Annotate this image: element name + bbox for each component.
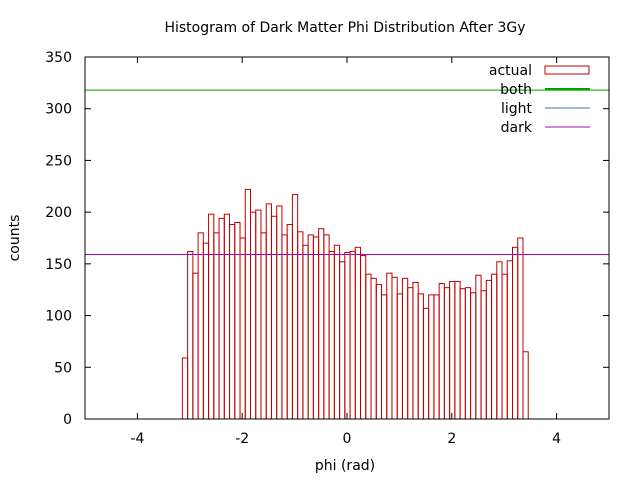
legend-label: light bbox=[501, 101, 533, 117]
histogram-bar bbox=[234, 221, 241, 420]
histogram-bar bbox=[349, 250, 356, 420]
histogram-bar bbox=[286, 224, 293, 420]
y-tick-label: 350 bbox=[45, 50, 72, 66]
histogram-bar bbox=[354, 246, 362, 420]
histogram-bar bbox=[470, 292, 477, 420]
y-axis-label: counts bbox=[7, 215, 23, 262]
histogram-bar bbox=[522, 351, 529, 420]
legend: actual both light dark bbox=[489, 63, 590, 136]
histogram-bars bbox=[181, 188, 529, 420]
histogram-bar bbox=[218, 217, 225, 420]
histogram-bar bbox=[412, 281, 419, 420]
histogram-bar bbox=[396, 293, 403, 420]
histogram-bar bbox=[202, 242, 210, 420]
histogram-bar bbox=[449, 280, 456, 420]
histogram-bar bbox=[433, 294, 440, 420]
histogram-bar bbox=[276, 205, 283, 420]
axis-ticks: -4 -2 0 2 4 0 50 100 150 200 250 300 350 bbox=[45, 50, 609, 447]
chart-title: Histogram of Dark Matter Phi Distributio… bbox=[164, 20, 525, 36]
legend-swatch bbox=[544, 65, 590, 75]
histogram-bar bbox=[307, 234, 314, 420]
x-tick-label: 4 bbox=[552, 431, 561, 447]
histogram-bar bbox=[250, 211, 257, 420]
histogram-bar bbox=[401, 277, 409, 420]
histogram-bar bbox=[512, 246, 519, 420]
histogram-bar bbox=[496, 261, 503, 420]
histogram-bar bbox=[187, 250, 194, 420]
histogram-bar bbox=[265, 203, 272, 420]
histogram-bar bbox=[386, 272, 393, 420]
legend-label: both bbox=[500, 82, 532, 98]
histogram-bar bbox=[381, 294, 388, 420]
x-tick-label: 2 bbox=[447, 431, 456, 447]
x-tick-label: -4 bbox=[130, 431, 144, 447]
histogram-bar bbox=[375, 284, 383, 420]
histogram-bar bbox=[517, 237, 524, 420]
histogram-bar bbox=[501, 273, 508, 420]
histogram-bar bbox=[281, 234, 288, 420]
legend-label: dark bbox=[501, 120, 533, 136]
x-tick-label: 0 bbox=[343, 431, 352, 447]
y-tick-label: 250 bbox=[45, 153, 72, 169]
histogram-bar bbox=[181, 357, 189, 420]
histogram-bar bbox=[260, 232, 267, 420]
y-tick-label: 50 bbox=[54, 360, 72, 376]
legend-label: actual bbox=[489, 63, 532, 79]
histogram-bar bbox=[407, 287, 414, 420]
histogram-bar bbox=[443, 287, 451, 420]
histogram-bar bbox=[302, 244, 309, 420]
histogram-bar bbox=[339, 261, 346, 420]
histogram-bar bbox=[475, 274, 482, 420]
histogram-bar bbox=[270, 215, 278, 420]
histogram-bar bbox=[370, 277, 377, 420]
histogram-bar bbox=[422, 307, 430, 420]
histogram-bar bbox=[459, 288, 466, 420]
histogram-bar bbox=[506, 260, 514, 420]
histogram-bar bbox=[223, 213, 231, 420]
histogram-bar bbox=[208, 213, 215, 420]
y-tick-label: 150 bbox=[45, 257, 72, 273]
x-tick-label: -2 bbox=[235, 431, 249, 447]
y-tick-label: 200 bbox=[45, 205, 72, 221]
histogram-bar bbox=[312, 236, 320, 420]
histogram-bar bbox=[318, 228, 325, 420]
histogram-bar bbox=[344, 251, 351, 420]
histogram-bar bbox=[485, 279, 493, 420]
histogram-bar bbox=[297, 231, 304, 420]
histogram-bar bbox=[244, 188, 252, 420]
histogram-bar bbox=[428, 294, 435, 420]
histogram-bar bbox=[491, 273, 498, 420]
histogram-bar bbox=[213, 232, 220, 420]
histogram-bar bbox=[464, 287, 472, 420]
histogram-bar bbox=[365, 273, 372, 420]
histogram-bar bbox=[291, 194, 299, 420]
histogram-bar bbox=[197, 232, 204, 420]
x-axis-label: phi (rad) bbox=[315, 458, 375, 474]
histogram-bar bbox=[328, 250, 335, 420]
histogram-bar bbox=[438, 283, 445, 420]
histogram-bar bbox=[229, 224, 236, 420]
histogram-bar bbox=[239, 237, 246, 420]
histogram-bar bbox=[192, 272, 199, 420]
histogram-bar bbox=[255, 209, 262, 420]
y-tick-label: 0 bbox=[63, 412, 72, 428]
histogram-bar bbox=[454, 280, 461, 420]
histogram-bar bbox=[323, 234, 330, 420]
histogram-bar bbox=[360, 255, 367, 420]
histogram-bar bbox=[417, 293, 424, 420]
y-tick-label: 300 bbox=[45, 102, 72, 118]
histogram-bar bbox=[480, 290, 487, 420]
reference-lines bbox=[85, 89, 609, 256]
y-tick-label: 100 bbox=[45, 309, 72, 325]
histogram-bar bbox=[391, 276, 398, 420]
histogram-bar bbox=[333, 244, 341, 420]
